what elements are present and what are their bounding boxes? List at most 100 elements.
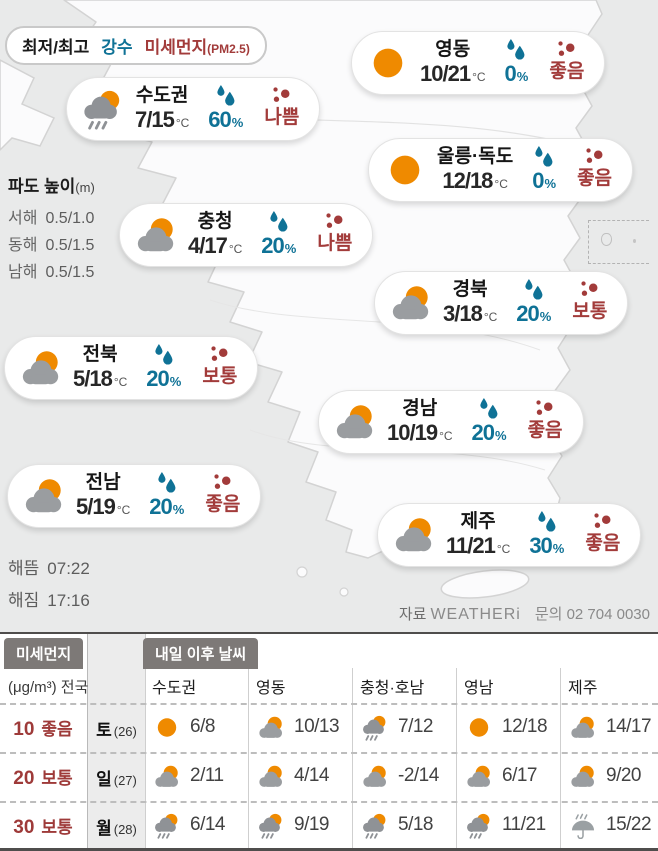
precip-chance: 0% (504, 61, 529, 86)
dust-row: 10 좋음 (13, 719, 73, 740)
row-divider (0, 752, 658, 754)
sunrise-row: 해뜸 07:22 (8, 559, 90, 578)
raindrops-icon (533, 145, 555, 169)
col-head-chungcheong-honam: 충청·호남 (360, 680, 425, 697)
wave-row-south: 남해 0.5/1.5 (8, 264, 95, 281)
forecast-cell: 7/12 (360, 712, 433, 742)
precip-chance: 20% (146, 366, 182, 391)
weather-card-sudogwon: 수도권 7/15 °C 60% 나쁨 (66, 77, 321, 141)
forecast-temp: 2/11 (190, 765, 224, 786)
wave-height-title: 파도 높이(m) (8, 177, 95, 196)
precip-chance: 20% (261, 233, 297, 258)
partly-cloudy-icon (464, 763, 494, 790)
column-divider (560, 668, 561, 848)
wave-row-west: 서해 0.5/1.0 (8, 210, 95, 227)
weather-card-ulleung-dokdo: 울릉·독도 12/18 °C 0% 좋음 (368, 138, 634, 202)
dokdo-island-shape (633, 239, 636, 243)
column-divider (352, 668, 353, 848)
region-name: 수도권 (135, 84, 189, 106)
partly-cloudy-icon (332, 401, 378, 443)
raindrops-icon (523, 278, 545, 302)
dust-status: 보통 (202, 366, 238, 387)
temperature: 10/19 °C (387, 420, 453, 445)
forecast-temp: 9/20 (606, 765, 641, 786)
forecast-cell: -2/14 (360, 761, 439, 791)
dust-dots-icon (591, 510, 615, 534)
sunset-row: 해짐 17:16 (8, 591, 90, 610)
forecast-cell: 11/21 (464, 810, 546, 840)
dust-status: 좋음 (577, 168, 613, 189)
partly-cloudy-icon (568, 714, 598, 741)
column-divider (145, 634, 146, 848)
forecast-cell: 9/19 (256, 810, 329, 840)
region-name: 전남 (85, 471, 121, 493)
dust-dots-icon (583, 145, 607, 169)
forecast-cell: 10/13 (256, 712, 340, 742)
dust-dots-icon (323, 210, 347, 234)
partly-cloudy-icon (388, 282, 434, 324)
precip-chance: 60% (208, 107, 244, 132)
forecast-temp: 14/17 (606, 716, 652, 737)
partly-cloudy-icon (568, 763, 598, 790)
precip-chance: 20% (516, 301, 552, 326)
forecast-temp: 4/14 (294, 765, 329, 786)
forecast-cell: 15/22 (568, 810, 652, 840)
region-name: 영동 (435, 38, 471, 60)
region-name: 울릉·독도 (437, 145, 514, 167)
partly-cloudy-icon (152, 763, 182, 790)
dust-status: 나쁨 (264, 107, 300, 128)
rain-sun-icon (360, 714, 390, 741)
raindrops-icon (478, 397, 500, 421)
region-name: 충청 (197, 210, 233, 232)
rain-sun-icon (152, 812, 182, 839)
dust-status: 좋음 (205, 494, 241, 515)
sun-icon (365, 42, 411, 84)
col-head-sudogwon: 수도권 (152, 680, 197, 697)
forecast-temp: -2/14 (398, 765, 439, 786)
temperature: 11/21 °C (446, 533, 511, 558)
panel-bottom-rule (0, 848, 658, 851)
temperature: 3/18 °C (443, 301, 498, 326)
partly-cloudy-icon (256, 763, 286, 790)
col-head-yeongnam: 영남 (464, 680, 494, 697)
dust-status: 좋음 (549, 61, 585, 82)
precip-chance: 0% (532, 168, 557, 193)
rain-sun-icon (464, 812, 494, 839)
dust-scope-label: (μg/m³) 전국 (8, 679, 89, 696)
forecast-temp: 15/22 (606, 814, 652, 835)
region-name: 경북 (452, 278, 488, 300)
temperature: 5/19 °C (76, 494, 131, 519)
forecast-temp: 5/18 (398, 814, 433, 835)
tab-dust: 미세먼지 (4, 638, 84, 669)
wave-row-east: 동해 0.5/1.5 (8, 237, 95, 254)
forecast-temp: 6/17 (502, 765, 537, 786)
precip-chance: 30% (529, 533, 565, 558)
legend-precip-label: 강수 (101, 38, 133, 57)
dust-dots-icon (270, 84, 294, 108)
umbrella-rain-icon (568, 812, 598, 839)
ulleung-dokdo-inset (588, 220, 649, 264)
forecast-temp: 6/8 (190, 716, 215, 737)
weather-card-chungcheong: 충청 4/17 °C 20% 나쁨 (119, 203, 374, 267)
partly-cloudy-icon (391, 514, 437, 556)
forecast-temp: 7/12 (398, 716, 433, 737)
region-name: 제주 (460, 510, 496, 532)
ulleungdo-island-shape (601, 233, 612, 246)
forecast-cell: 6/17 (464, 761, 537, 791)
sun-times-block: 해뜸 07:22 해짐 17:16 (8, 553, 90, 617)
dust-row: 30 보통 (13, 817, 73, 838)
day-label-mon: 월 (28) (96, 819, 137, 838)
forecast-temp: 9/19 (294, 814, 329, 835)
forecast-cell: 6/14 (152, 810, 225, 840)
dust-dots-icon (533, 397, 557, 421)
temperature: 12/18 °C (442, 168, 508, 193)
col-head-jeju: 제주 (568, 680, 598, 697)
precip-chance: 20% (149, 494, 185, 519)
forecast-cell: 4/14 (256, 761, 329, 791)
forecast-cell: 2/11 (152, 761, 224, 791)
data-credit: 자료 WEATHERi 문의 02 704 0030 (398, 606, 650, 623)
region-name: 전북 (82, 343, 118, 365)
rain-sun-icon (256, 812, 286, 839)
column-divider (248, 668, 249, 848)
dust-status: 좋음 (585, 533, 621, 554)
